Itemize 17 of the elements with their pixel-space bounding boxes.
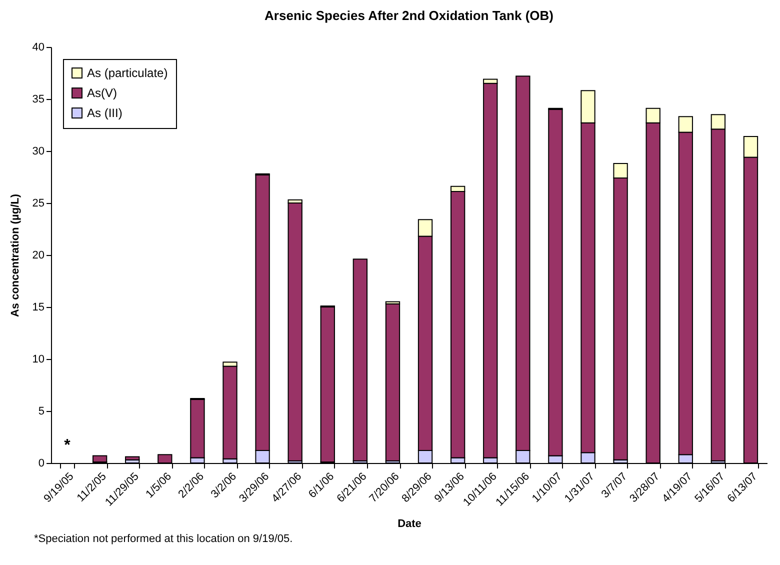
y-tick-label: 40 bbox=[32, 42, 44, 54]
y-tick-label: 15 bbox=[32, 302, 44, 314]
y-tick-label: 10 bbox=[32, 354, 44, 366]
y-tick-label: 35 bbox=[32, 94, 44, 106]
y-tick-label: 5 bbox=[38, 406, 44, 418]
legend-label: As(V) bbox=[87, 86, 118, 100]
y-tick-label: 25 bbox=[32, 198, 44, 210]
y-tick-label: 30 bbox=[32, 146, 44, 158]
x-axis-title: Date bbox=[398, 518, 422, 530]
text: *Speciation not performed at this location on 9/19/05. bbox=[33, 533, 294, 545]
legend-label: As (particulate) bbox=[87, 66, 168, 80]
chart-title: Arsenic Species After 2nd Oxidation Tank (OB) bbox=[264, 8, 554, 23]
annotation: * bbox=[64, 437, 72, 454]
y-tick-label: 0 bbox=[38, 458, 44, 470]
y-axis-title: As concentration (µg/L) bbox=[9, 194, 22, 318]
legend-label: As (III) bbox=[87, 106, 122, 120]
y-tick-label: 20 bbox=[32, 250, 44, 262]
